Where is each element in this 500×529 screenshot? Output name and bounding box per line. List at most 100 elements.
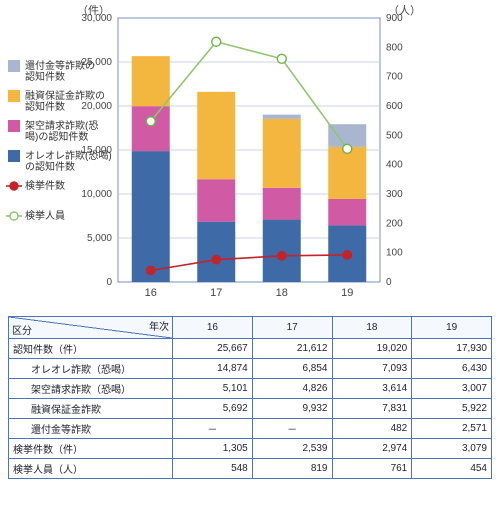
chart-container: 05,00010,00015,00020,00025,00030,0000100… xyxy=(0,0,500,310)
table-cell: 761 xyxy=(332,459,412,479)
table-cell: 9,932 xyxy=(252,399,332,419)
table-cell: 2,539 xyxy=(252,439,332,459)
svg-text:300: 300 xyxy=(386,189,403,200)
table-year-header: 19 xyxy=(412,317,492,339)
svg-text:19: 19 xyxy=(341,287,353,299)
table-corner: 区分 年次 xyxy=(9,317,173,339)
legend-label: 喝)の認知件数 xyxy=(25,130,88,143)
table-cell: 2,974 xyxy=(332,439,412,459)
marker-arrests xyxy=(147,266,155,274)
table-cell: 14,874 xyxy=(173,359,253,379)
bar-oreore xyxy=(263,220,301,282)
bar-oreore xyxy=(132,151,170,282)
legend-label: 架空請求詐欺(恐 xyxy=(25,119,98,132)
table-cell: 3,007 xyxy=(412,379,492,399)
bar-loan xyxy=(197,92,235,179)
marker-persons xyxy=(212,37,221,46)
marker-persons xyxy=(343,144,352,153)
legend-label: 認知件数 xyxy=(25,70,65,83)
legend-label: 検挙人員 xyxy=(25,209,65,222)
table-cell: 3,079 xyxy=(412,439,492,459)
table-row-label: 認知件数（件） xyxy=(9,339,173,359)
legend-swatch xyxy=(8,150,20,162)
data-table-container: 区分 年次 16171819 認知件数（件）25,66721,61219,02017,… xyxy=(8,316,492,479)
svg-text:400: 400 xyxy=(386,160,403,171)
legend-label: 還付金等詐欺の xyxy=(25,59,95,72)
bar-fictitious xyxy=(197,179,235,221)
svg-text:200: 200 xyxy=(386,218,403,229)
svg-text:700: 700 xyxy=(386,72,403,83)
legend-swatch xyxy=(8,120,20,132)
table-cell: 7,831 xyxy=(332,399,412,419)
legend-swatch xyxy=(8,90,20,102)
marker-persons xyxy=(277,54,286,63)
svg-text:10,000: 10,000 xyxy=(81,189,112,200)
svg-text:600: 600 xyxy=(386,101,403,112)
svg-text:20,000: 20,000 xyxy=(81,101,112,112)
table-corner-bl: 区分 xyxy=(12,322,32,337)
chart-svg: 05,00010,00015,00020,00025,00030,0000100… xyxy=(0,0,500,310)
table-cell: 482 xyxy=(332,419,412,439)
legend-label: 検挙件数 xyxy=(25,179,65,192)
table-cell: 5,922 xyxy=(412,399,492,419)
table-cell: 6,854 xyxy=(252,359,332,379)
marker-arrests xyxy=(343,251,351,259)
svg-text:16: 16 xyxy=(145,287,157,299)
svg-text:17: 17 xyxy=(210,287,222,299)
bar-refund xyxy=(263,115,301,119)
table-row-label: 還付金等詐欺 xyxy=(9,419,173,439)
table-row-label: オレオレ詐欺（恐喝） xyxy=(9,359,173,379)
marker-arrests xyxy=(212,255,220,263)
bar-fictitious xyxy=(328,199,366,225)
table-cell: 6,430 xyxy=(412,359,492,379)
bar-fictitious xyxy=(263,188,301,220)
svg-text:5,000: 5,000 xyxy=(87,233,112,244)
table-row-label: 架空請求詐欺（恐喝） xyxy=(9,379,173,399)
table-cell: 454 xyxy=(412,459,492,479)
table-cell: － xyxy=(252,419,332,439)
legend-swatch xyxy=(8,60,20,72)
table-year-header: 18 xyxy=(332,317,412,339)
marker-arrests xyxy=(278,252,286,260)
table-cell: 3,614 xyxy=(332,379,412,399)
legend-label: 認知件数 xyxy=(25,100,65,113)
table-year-header: 16 xyxy=(173,317,253,339)
table-row-label: 融資保証金詐欺 xyxy=(9,399,173,419)
bar-oreore xyxy=(197,222,235,282)
table-row-label: 検挙人員（人） xyxy=(9,459,173,479)
table-cell: 25,667 xyxy=(173,339,253,359)
svg-text:（人）: （人） xyxy=(388,4,421,17)
legend-label: 融資保証金詐欺の xyxy=(25,89,105,102)
bar-refund xyxy=(328,124,366,147)
bar-fictitious xyxy=(132,106,170,151)
svg-text:500: 500 xyxy=(386,130,403,141)
svg-text:800: 800 xyxy=(386,42,403,53)
legend-label: オレオレ詐欺(恐喝) xyxy=(25,149,112,162)
legend-label: の認知件数 xyxy=(25,160,75,173)
svg-text:0: 0 xyxy=(386,277,392,288)
table-cell: 21,612 xyxy=(252,339,332,359)
table-cell: 548 xyxy=(173,459,253,479)
data-table: 区分 年次 16171819 認知件数（件）25,66721,61219,02017,… xyxy=(8,316,492,479)
table-corner-tr: 年次 xyxy=(149,318,169,333)
table-cell: 19,020 xyxy=(332,339,412,359)
table-cell: 5,101 xyxy=(173,379,253,399)
svg-text:（件）: （件） xyxy=(77,4,110,17)
table-year-header: 17 xyxy=(252,317,332,339)
table-cell: 17,930 xyxy=(412,339,492,359)
table-cell: 4,826 xyxy=(252,379,332,399)
table-cell: － xyxy=(173,419,253,439)
svg-text:18: 18 xyxy=(276,287,288,299)
bar-loan xyxy=(263,119,301,188)
svg-text:100: 100 xyxy=(386,248,403,259)
table-cell: 1,305 xyxy=(173,439,253,459)
table-cell: 7,093 xyxy=(332,359,412,379)
marker-persons xyxy=(146,117,155,126)
bar-loan xyxy=(132,56,170,106)
svg-text:0: 0 xyxy=(106,277,112,288)
table-cell: 2,571 xyxy=(412,419,492,439)
table-cell: 5,692 xyxy=(173,399,253,419)
table-cell: 819 xyxy=(252,459,332,479)
table-row-label: 検挙件数（件） xyxy=(9,439,173,459)
bar-loan xyxy=(328,147,366,199)
